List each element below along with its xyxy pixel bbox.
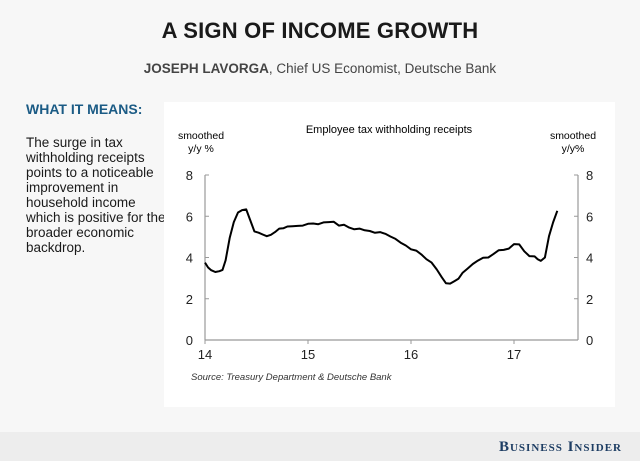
sidebar-heading: WHAT IT MEANS: [26,101,143,117]
y-label-right-line1: smoothed [550,130,596,142]
x-tick-label: 15 [301,347,315,362]
y-tick-label-right: 2 [586,292,593,307]
y-tick-label-left: 2 [186,292,193,307]
x-tick-label: 14 [198,347,212,362]
y-tick-label-right: 4 [586,251,593,266]
x-tick-label: 17 [507,347,521,362]
y-tick-label-right: 0 [586,333,593,348]
y-label-left-line1: smoothed [178,130,224,142]
y-label-left-line2: y/y % [188,143,214,155]
y-tick-label-right: 8 [586,168,593,183]
chart-title: Employee tax withholding receipts [306,124,473,136]
y-label-right-line2: y/y% [562,143,585,155]
y-tick-label-right: 6 [586,209,593,224]
page-title: A SIGN OF INCOME GROWTH [161,18,479,43]
series-line [204,208,559,285]
y-tick-label-left: 4 [186,251,193,266]
author-role: , Chief US Economist, Deutsche Bank [268,61,497,76]
chart-source: Source: Treasury Department & Deutsche B… [191,372,393,383]
y-tick-label-left: 0 [186,333,193,348]
y-tick-label-left: 6 [186,209,193,224]
sidebar-body: The surge in tax withholding receipts po… [26,135,166,255]
y-tick-label-left: 8 [186,168,193,183]
x-tick-label: 16 [404,347,418,362]
chart: Employee tax withholding receipts smooth… [178,124,596,383]
chart-panel: Employee tax withholding receipts smooth… [164,102,615,407]
footer-bar: Business Insider [0,432,640,461]
author-name: JOSEPH LAVORGA [143,61,269,76]
byline: JOSEPH LAVORGA, Chief US Economist, Deut… [0,61,640,76]
brand-logo[interactable]: Business Insider [498,439,622,455]
